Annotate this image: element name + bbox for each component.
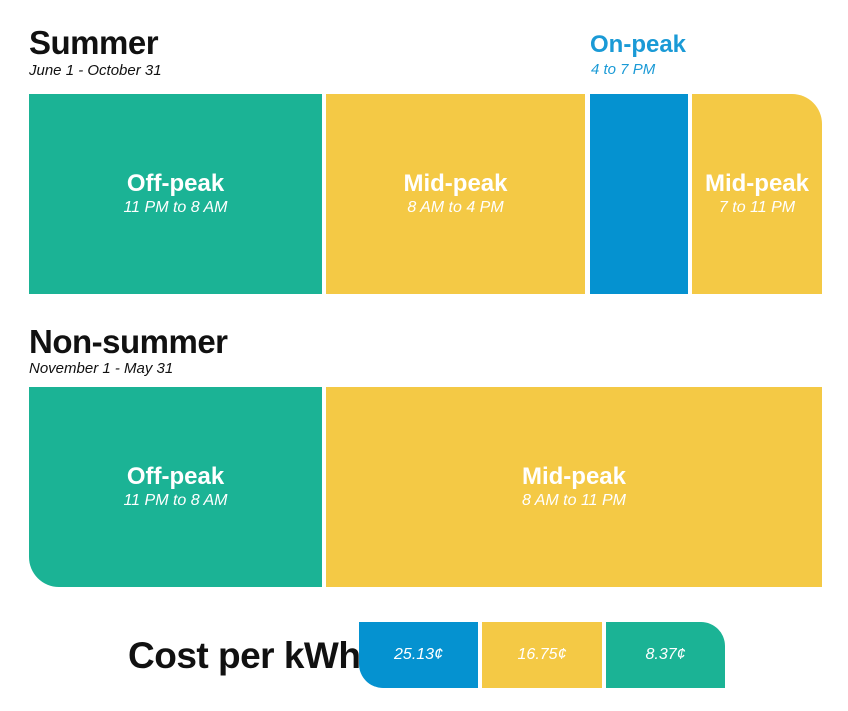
block-time: 11 PM to 8 AM	[123, 198, 228, 216]
block-time: 8 AM to 11 PM	[521, 491, 627, 509]
summer-title: Summer	[29, 24, 159, 61]
summer-dates: June 1 - October 31	[29, 62, 162, 79]
summer-mid-peak-block-evening: Mid-peak 7 to 11 PM	[692, 94, 822, 294]
off-peak-rate: 8.37¢	[606, 622, 725, 688]
block-time: 7 to 11 PM	[718, 198, 796, 216]
block-name: Off-peak	[126, 170, 225, 198]
non-summer-dates: November 1 - May 31	[29, 360, 174, 377]
cost-per-kwh-title: Cost per kWh	[128, 635, 361, 676]
on-peak-rate: 25.13¢	[359, 622, 478, 688]
block-name: Off-peak	[126, 463, 225, 491]
mid-peak-rate: 16.75¢	[482, 622, 602, 688]
non-summer-mid-peak-block: Mid-peak 8 AM to 11 PM	[326, 387, 822, 587]
summer-on-peak-block	[590, 94, 688, 294]
block-time: 8 AM to 4 PM	[407, 198, 504, 216]
on-peak-callout-label: On-peak	[590, 31, 687, 58]
block-name: Mid-peak	[521, 463, 626, 491]
summer-mid-peak-block-day: Mid-peak 8 AM to 4 PM	[326, 94, 585, 294]
block-name: Mid-peak	[403, 170, 508, 198]
block-time: 11 PM to 8 AM	[123, 491, 228, 509]
summer-off-peak-block: Off-peak 11 PM to 8 AM	[29, 94, 322, 294]
block-name: Mid-peak	[704, 170, 809, 198]
non-summer-title: Non-summer	[29, 323, 228, 360]
non-summer-off-peak-block: Off-peak 11 PM to 8 AM	[29, 387, 322, 587]
on-peak-callout-time: 4 to 7 PM	[591, 61, 656, 78]
